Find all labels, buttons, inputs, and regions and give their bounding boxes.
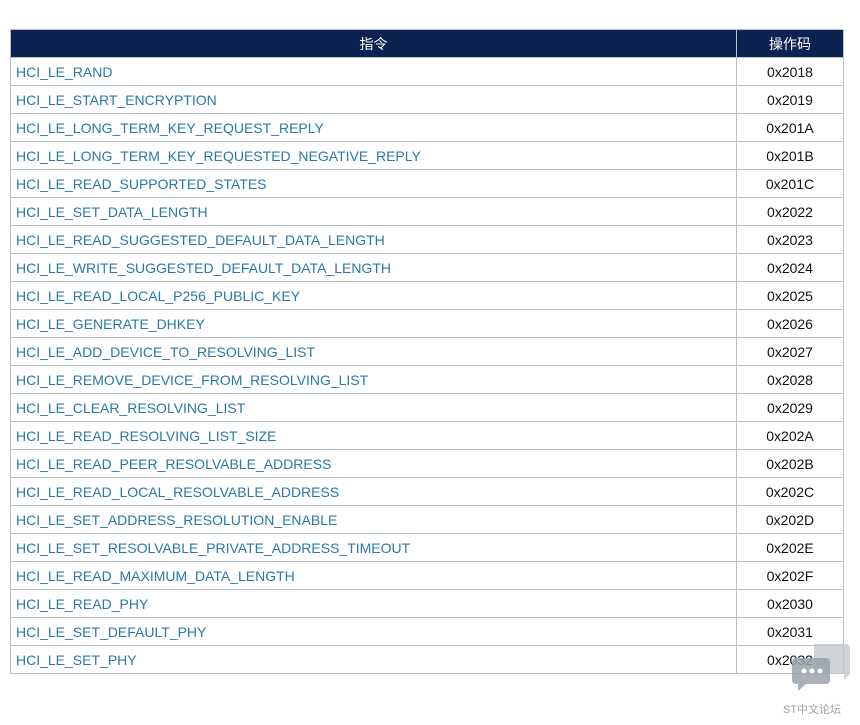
opcode: 0x202F <box>736 561 844 590</box>
table-row: HCI_LE_READ_PEER_RESOLVABLE_ADDRESS 0x202… <box>10 449 844 478</box>
opcode: 0x201C <box>736 169 844 198</box>
table-row: HCI_LE_SET_DEFAULT_PHY 0x2031 <box>10 617 844 646</box>
command-link[interactable]: HCI_LE_GENERATE_DHKEY <box>10 309 737 338</box>
command-link[interactable]: HCI_LE_READ_PEER_RESOLVABLE_ADDRESS <box>10 449 737 478</box>
table-row: HCI_LE_SET_RESOLVABLE_PRIVATE_ADDRESS_TI… <box>10 533 844 562</box>
opcode: 0x2025 <box>736 281 844 310</box>
table-row: HCI_LE_CLEAR_RESOLVING_LIST 0x2029 <box>10 393 844 422</box>
command-link[interactable]: HCI_LE_READ_SUPPORTED_STATES <box>10 169 737 198</box>
watermark: ST中文论坛 <box>783 704 842 716</box>
command-link[interactable]: HCI_LE_SET_ADDRESS_RESOLUTION_ENABLE <box>10 505 737 534</box>
opcode: 0x2024 <box>736 253 844 282</box>
table-row: HCI_LE_REMOVE_DEVICE_FROM_RESOLVING_LIST… <box>10 365 844 394</box>
command-link[interactable]: HCI_LE_READ_LOCAL_RESOLVABLE_ADDRESS <box>10 477 737 506</box>
table-row: HCI_LE_READ_SUPPORTED_STATES 0x201C <box>10 169 844 198</box>
command-link[interactable]: HCI_LE_RAND <box>10 57 737 86</box>
opcode: 0x2022 <box>736 197 844 226</box>
opcode: 0x202E <box>736 533 844 562</box>
opcode: 0x202B <box>736 449 844 478</box>
table-row: HCI_LE_LONG_TERM_KEY_REQUEST_REPLY 0x201A <box>10 113 844 142</box>
table-row: HCI_LE_READ_MAXIMUM_DATA_LENGTH 0x202F <box>10 561 844 590</box>
command-link[interactable]: HCI_LE_READ_LOCAL_P256_PUBLIC_KEY <box>10 281 737 310</box>
table-row: HCI_LE_START_ENCRYPTION 0x2019 <box>10 85 844 114</box>
table-row: HCI_LE_READ_PHY 0x2030 <box>10 589 844 618</box>
opcode: 0x202D <box>736 505 844 534</box>
header-cell: 操作码 <box>736 29 844 58</box>
table-row: HCI_LE_SET_DATA_LENGTH 0x2022 <box>10 197 844 226</box>
opcode: 0x2028 <box>736 365 844 394</box>
table-row: HCI_LE_READ_LOCAL_P256_PUBLIC_KEY 0x2025 <box>10 281 844 310</box>
command-link[interactable]: HCI_LE_ADD_DEVICE_TO_RESOLVING_LIST <box>10 337 737 366</box>
opcode: 0x2027 <box>736 337 844 366</box>
command-link[interactable]: HCI_LE_READ_RESOLVING_LIST_SIZE <box>10 421 737 450</box>
command-link[interactable]: HCI_LE_CLEAR_RESOLVING_LIST <box>10 393 737 422</box>
opcode: 0x2018 <box>736 57 844 86</box>
table-body: HCI_LE_RAND 0x2018 HCI_LE_START_ENCRYPTION… <box>10 57 844 674</box>
table-row: HCI_LE_READ_RESOLVING_LIST_SIZE 0x202A <box>10 421 844 450</box>
opcode: 0x202A <box>736 421 844 450</box>
table-row: HCI_LE_SET_PHY 0x2032 <box>10 645 844 674</box>
table-row: HCI_LE_SET_ADDRESS_RESOLUTION_ENABLE 0x20… <box>10 505 844 534</box>
opcode: 0x2029 <box>736 393 844 422</box>
opcode: 0x2031 <box>736 617 844 646</box>
opcode: 0x2030 <box>736 589 844 618</box>
command-link[interactable]: HCI_LE_SET_DATA_LENGTH <box>10 197 737 226</box>
opcode: 0x2019 <box>736 85 844 114</box>
command-link[interactable]: HCI_LE_WRITE_SUGGESTED_DEFAULT_DATA_LENG… <box>10 253 737 282</box>
table-row: HCI_LE_ADD_DEVICE_TO_RESOLVING_LIST 0x202… <box>10 337 844 366</box>
table-row: HCI_LE_GENERATE_DHKEY 0x2026 <box>10 309 844 338</box>
opcode: 0x2026 <box>736 309 844 338</box>
command-link[interactable]: HCI_LE_SET_RESOLVABLE_PRIVATE_ADDRESS_TI… <box>10 533 737 562</box>
command-link[interactable]: HCI_LE_READ_MAXIMUM_DATA_LENGTH <box>10 561 737 590</box>
command-link[interactable]: HCI_LE_SET_DEFAULT_PHY <box>10 617 737 646</box>
table-row: HCI_LE_RAND 0x2018 <box>10 57 844 86</box>
opcode: 0x201B <box>736 141 844 170</box>
opcode: 0x2023 <box>736 225 844 254</box>
opcode: 0x201A <box>736 113 844 142</box>
command-link[interactable]: HCI_LE_LONG_TERM_KEY_REQUESTED_NEGATIVE_… <box>10 141 737 170</box>
watermark-icon <box>792 644 850 691</box>
header-cell: 指令 <box>10 29 737 58</box>
table-row: HCI_LE_LONG_TERM_KEY_REQUESTED_NEGATIVE_… <box>10 141 844 170</box>
table-row: HCI_LE_READ_SUGGESTED_DEFAULT_DATA_LENGT… <box>10 225 844 254</box>
command-link[interactable]: HCI_LE_READ_SUGGESTED_DEFAULT_DATA_LENGT… <box>10 225 737 254</box>
command-link[interactable]: HCI_LE_SET_PHY <box>10 645 737 674</box>
command-link[interactable]: HCI_LE_READ_PHY <box>10 589 737 618</box>
header-row: 指令 操作码 <box>10 29 844 58</box>
opcode: 0x202C <box>736 477 844 506</box>
command-link[interactable]: HCI_LE_START_ENCRYPTION <box>10 85 737 114</box>
table-row: HCI_LE_READ_LOCAL_RESOLVABLE_ADDRESS 0x20… <box>10 477 844 506</box>
command-link[interactable]: HCI_LE_REMOVE_DEVICE_FROM_RESOLVING_LIST <box>10 365 737 394</box>
command-link[interactable]: HCI_LE_LONG_TERM_KEY_REQUEST_REPLY <box>10 113 737 142</box>
table-row: HCI_LE_WRITE_SUGGESTED_DEFAULT_DATA_LENG… <box>10 253 844 282</box>
opcode-table: 指令 操作码 HCI_LE_RAND 0x2018 HCI_LE_START_ENC… <box>10 29 844 674</box>
